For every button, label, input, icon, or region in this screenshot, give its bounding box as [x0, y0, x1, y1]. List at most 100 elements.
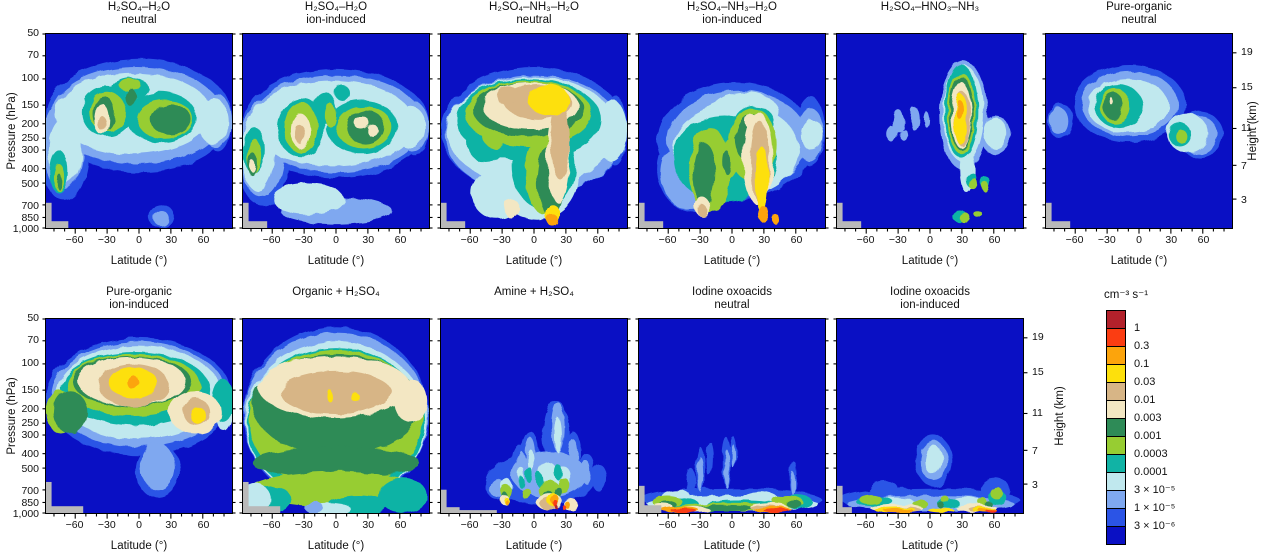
panel-title-line1: Iodine oxoacids: [890, 286, 970, 298]
legend-swatch: [1106, 400, 1126, 419]
x-tick-label: 30: [758, 234, 771, 246]
y-tick-label: 50: [27, 27, 39, 39]
axis-ticks: [42, 34, 235, 234]
x-tick-label: 0: [531, 519, 537, 531]
panel-title-line2: neutral: [121, 14, 157, 26]
x-tick-label: 0: [927, 234, 933, 246]
contour-svg: [639, 319, 825, 513]
terrain-mask: [243, 481, 249, 513]
plot-area: [242, 318, 430, 514]
plot-area: [440, 318, 628, 514]
panel-title-line1: Pure-organic: [1106, 1, 1172, 13]
x-tick-label: −30: [294, 234, 313, 246]
terrain-mask: [639, 505, 662, 513]
x-axis-label: Latitude (°): [703, 255, 761, 267]
terrain-mask: [441, 202, 447, 228]
legend-level-label: 3 × 10⁻⁶: [1134, 520, 1176, 532]
x-tick-label: 60: [197, 519, 210, 531]
y-tick-label: 200: [21, 402, 39, 415]
y-tick-label: 850: [21, 212, 39, 225]
plot-area: [836, 318, 1024, 514]
x-axis-label: Latitude (°): [505, 255, 563, 267]
x-axis-label: Latitude (°): [703, 540, 761, 552]
plot-area: [45, 318, 233, 514]
x-tick-label: 30: [362, 519, 375, 531]
x-tick-label: −30: [690, 234, 709, 246]
terrain-mask: [46, 202, 52, 228]
legend-level-label: 1 × 10⁻⁵: [1134, 502, 1176, 514]
height-tick-label: 15: [1241, 81, 1253, 94]
y-axis-label: Pressure (hPa): [6, 92, 18, 170]
axis-ticks: [42, 319, 235, 519]
legend-level-label: 0.03: [1134, 376, 1156, 388]
x-tick-label: 60: [394, 519, 407, 531]
x-tick-label: 30: [165, 234, 178, 246]
y-tick-label: 400: [21, 448, 39, 461]
axis-ticks: [635, 34, 828, 234]
x-tick-label: −30: [888, 519, 907, 531]
terrain-mask: [837, 507, 852, 513]
panel-title-line2: ion-induced: [702, 14, 762, 26]
x-tick-label: −60: [658, 519, 677, 531]
contour-layers: [441, 34, 627, 228]
x-tick-label: 60: [197, 234, 210, 246]
terrain-mask: [441, 489, 447, 513]
y-tick-label: 100: [21, 72, 39, 85]
terrain-mask: [1046, 202, 1052, 228]
legend-swatch: [1106, 526, 1126, 545]
panel-title-line1: H₂SO₄–H₂O: [304, 1, 368, 13]
panel-title-line1: H₂SO₄–HNO₃–NH₃: [880, 1, 980, 13]
legend-level-label: 1: [1134, 322, 1141, 334]
x-tick-label: 0: [136, 519, 142, 531]
panel-title-line1: Pure-organic: [106, 286, 172, 298]
terrain-mask: [639, 221, 664, 228]
x-tick-label: 60: [592, 519, 605, 531]
terrain-mask: [243, 506, 281, 513]
plot-area: [45, 33, 233, 229]
x-tick-label: −30: [1097, 234, 1116, 246]
y-tick-label: 150: [21, 98, 39, 111]
legend-swatch: [1106, 310, 1126, 329]
x-tick-label: 30: [560, 519, 573, 531]
terrain-mask: [837, 485, 843, 513]
contour-layers: [639, 34, 825, 228]
height-tick-label: 19: [1241, 46, 1253, 58]
x-tick-label: 0: [333, 519, 339, 531]
legend-swatch: [1106, 454, 1126, 473]
x-tick-label: 30: [758, 519, 771, 531]
x-tick-label: −30: [294, 519, 313, 531]
y-tick-label: 250: [21, 132, 39, 145]
y-tick-label: 200: [21, 117, 39, 130]
y-tick-label: 300: [21, 429, 39, 442]
y-tick-label: 300: [21, 144, 39, 157]
legend-swatch: [1106, 508, 1126, 527]
y-tick-label: 150: [21, 383, 39, 396]
panel-title-line1: Organic + H₂SO₄: [292, 286, 380, 298]
x-axis-label: Latitude (°): [901, 255, 959, 267]
x-tick-label: −30: [97, 234, 116, 246]
terrain-mask: [243, 221, 268, 228]
contour-svg: [1046, 34, 1232, 228]
y-tick-label: 70: [27, 49, 39, 61]
contour-svg: [243, 34, 429, 228]
y-tick-label: 850: [21, 497, 39, 510]
x-tick-label: 60: [394, 234, 407, 246]
terrain-mask: [243, 202, 249, 228]
x-tick-label: 0: [136, 234, 142, 246]
terrain-mask: [837, 202, 843, 228]
legend-swatch: [1106, 364, 1126, 383]
contour-svg: [837, 319, 1023, 513]
y-tick-label: 50: [27, 312, 39, 324]
contour-layers: [46, 319, 232, 513]
x-tick-label: −60: [65, 234, 84, 246]
x-axis-label: Latitude (°): [307, 540, 365, 552]
y-tick-label: 400: [21, 163, 39, 176]
height-tick-label: 3: [1241, 193, 1247, 206]
axis-ticks: [635, 319, 828, 519]
y-tick-label: 700: [21, 484, 39, 497]
height-tick-label: 15: [1032, 366, 1044, 379]
y-tick-label: 1,000: [12, 223, 39, 235]
x-tick-label: −30: [888, 234, 907, 246]
plot-area: [440, 33, 628, 229]
contour-svg: [46, 319, 232, 513]
